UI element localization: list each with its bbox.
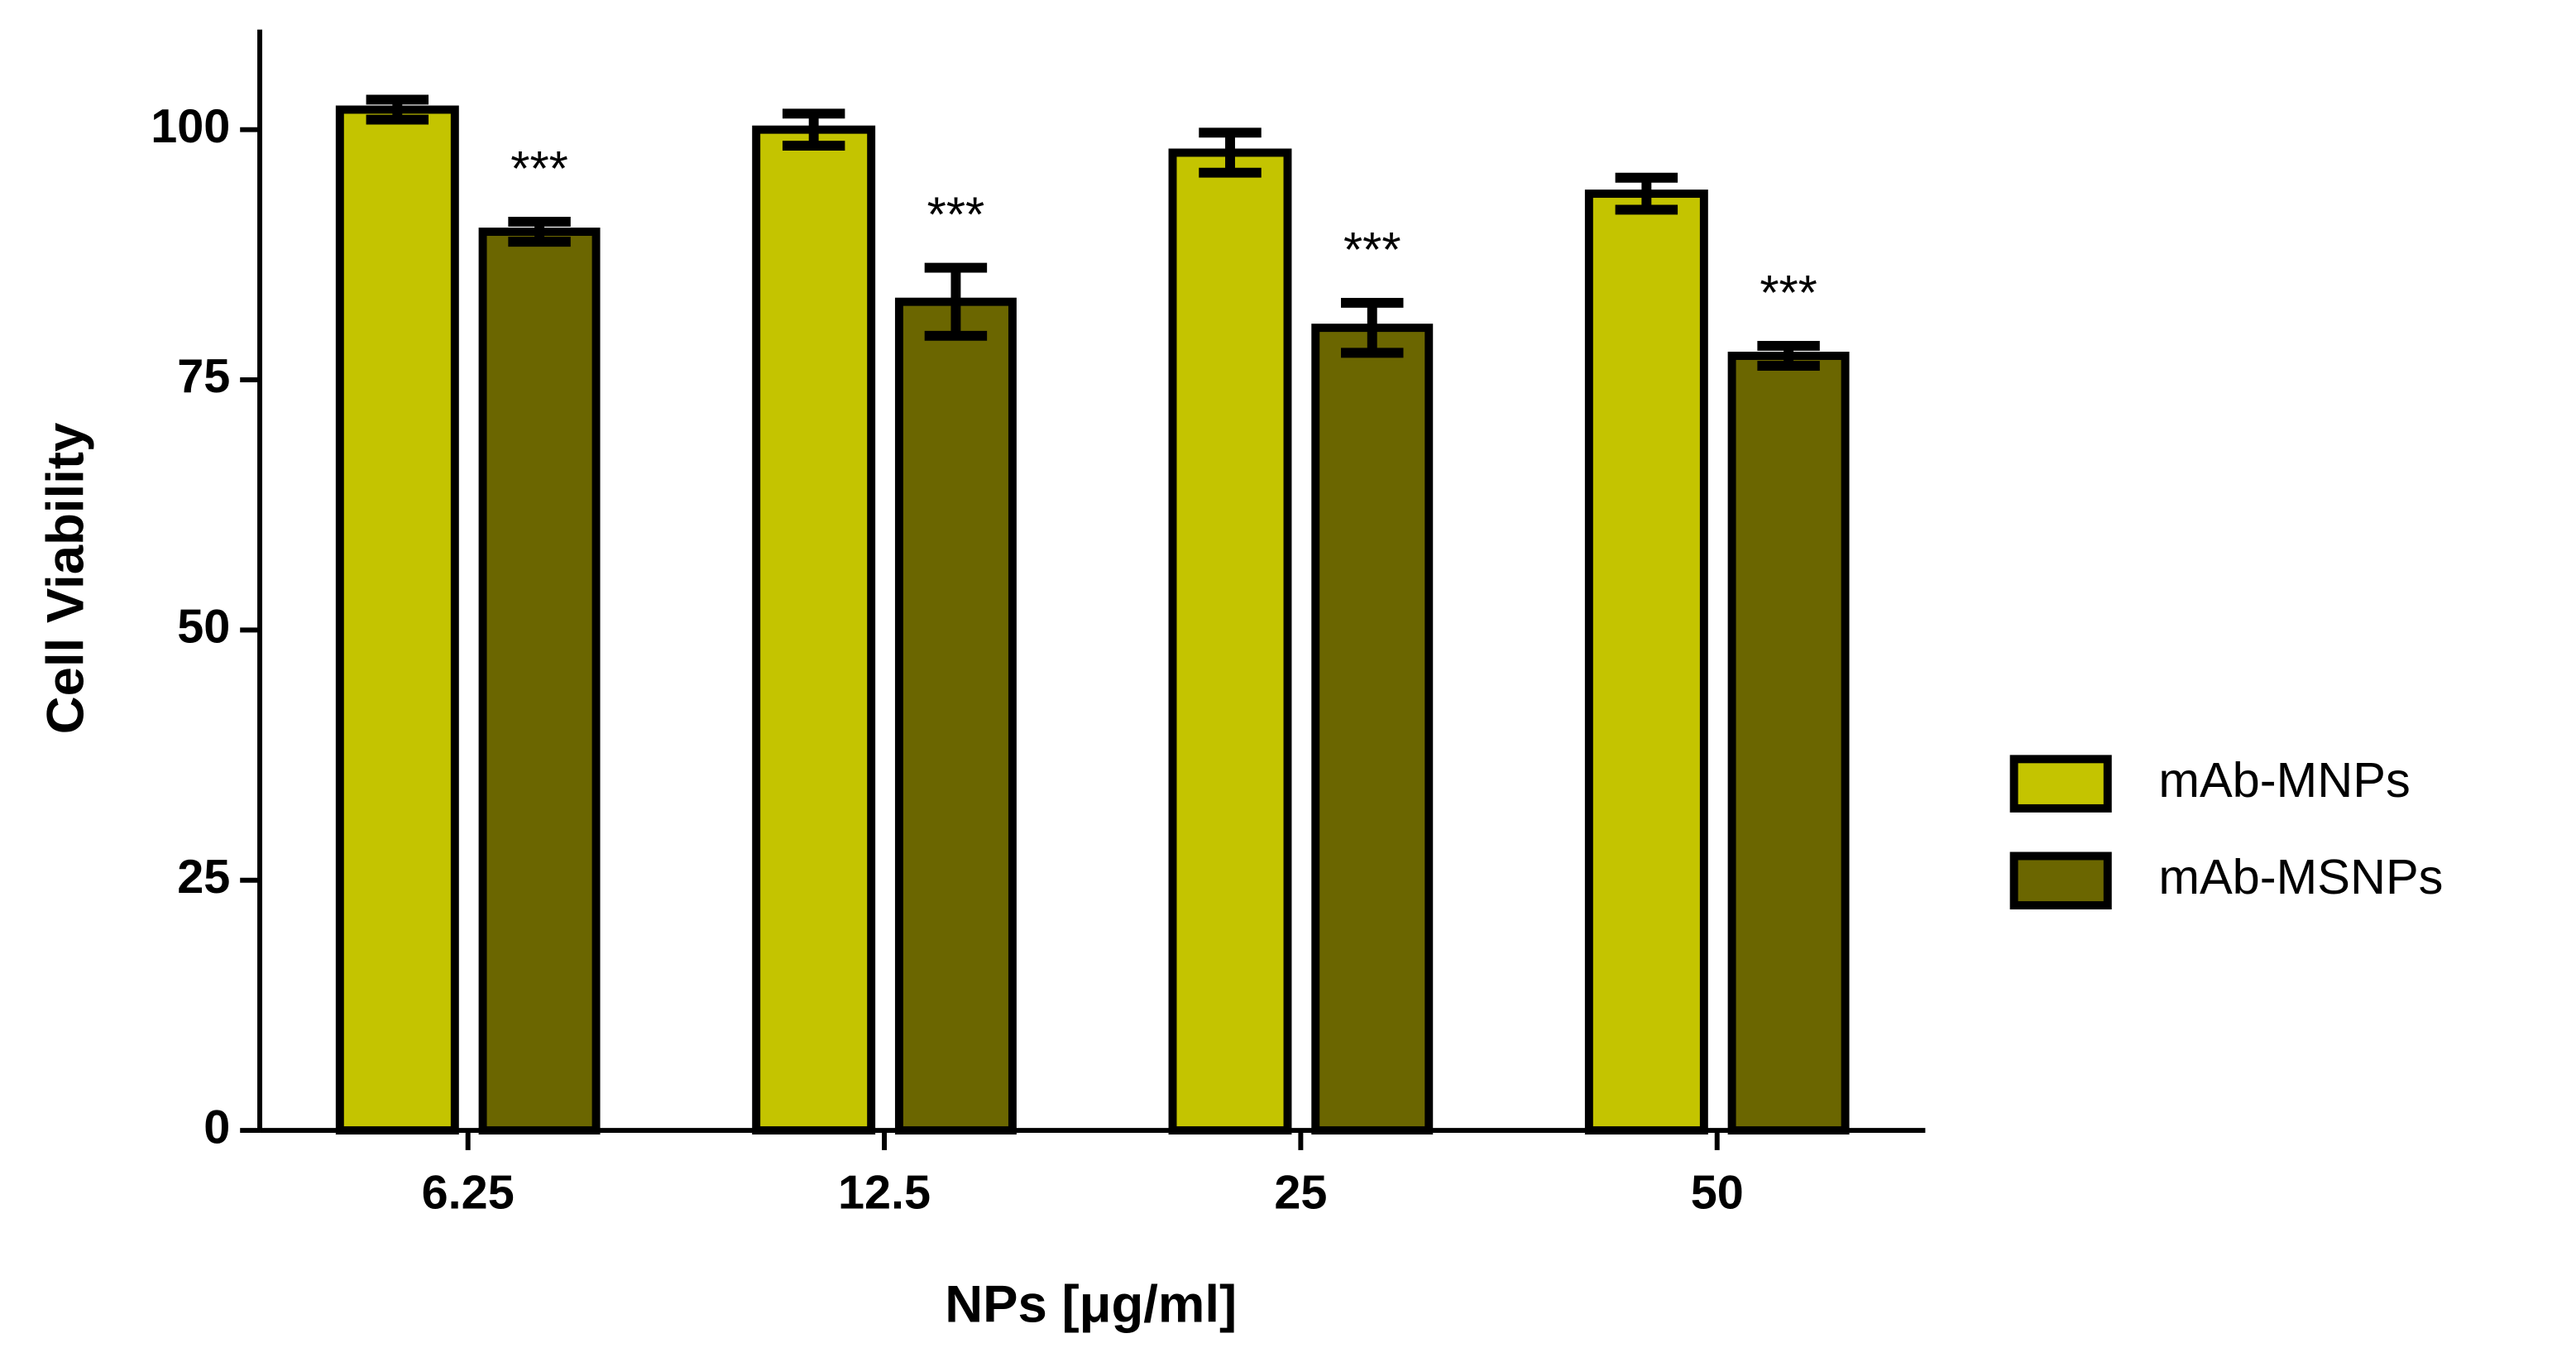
- error-bar: [1757, 340, 1820, 372]
- error-bar: [1615, 172, 1678, 215]
- bar: [1584, 189, 1708, 1135]
- bar: [335, 105, 459, 1135]
- error-bar: [366, 94, 429, 125]
- error-bar: [782, 108, 845, 151]
- x-tick-label: 12.5: [838, 1167, 931, 1220]
- error-bar: [508, 216, 571, 247]
- y-tick-label: 25: [177, 851, 230, 904]
- significance-label: ***: [1760, 265, 1817, 320]
- x-axis-title: NPs [μg/ml]: [945, 1274, 1237, 1333]
- x-tick-label: 6.25: [422, 1167, 515, 1220]
- y-tick-label: 100: [151, 100, 230, 153]
- legend-swatch: [2009, 755, 2112, 813]
- y-tick-label: 0: [203, 1101, 230, 1154]
- significance-label: ***: [510, 141, 568, 196]
- significance-label: ***: [1343, 222, 1401, 277]
- legend-label: mAb-MNPs: [2158, 752, 2410, 808]
- y-tick-label: 75: [177, 350, 230, 403]
- significance-label: ***: [927, 187, 985, 242]
- bar: [1311, 324, 1434, 1135]
- x-tick-label: 25: [1274, 1167, 1327, 1220]
- bar: [1168, 148, 1292, 1135]
- bar: [894, 297, 1017, 1135]
- bar: [1727, 352, 1850, 1135]
- error-bar: [1199, 127, 1262, 178]
- bar: [752, 125, 876, 1135]
- legend-swatch: [2009, 851, 2112, 910]
- error-bar: [924, 262, 988, 341]
- error-bar: [1341, 297, 1404, 358]
- legend-label: mAb-MSNPs: [2158, 849, 2443, 904]
- y-tick-label: 50: [177, 601, 230, 654]
- y-axis-title: Cell Viability: [36, 423, 94, 735]
- x-tick-label: 50: [1691, 1167, 1744, 1220]
- bar: [478, 228, 601, 1135]
